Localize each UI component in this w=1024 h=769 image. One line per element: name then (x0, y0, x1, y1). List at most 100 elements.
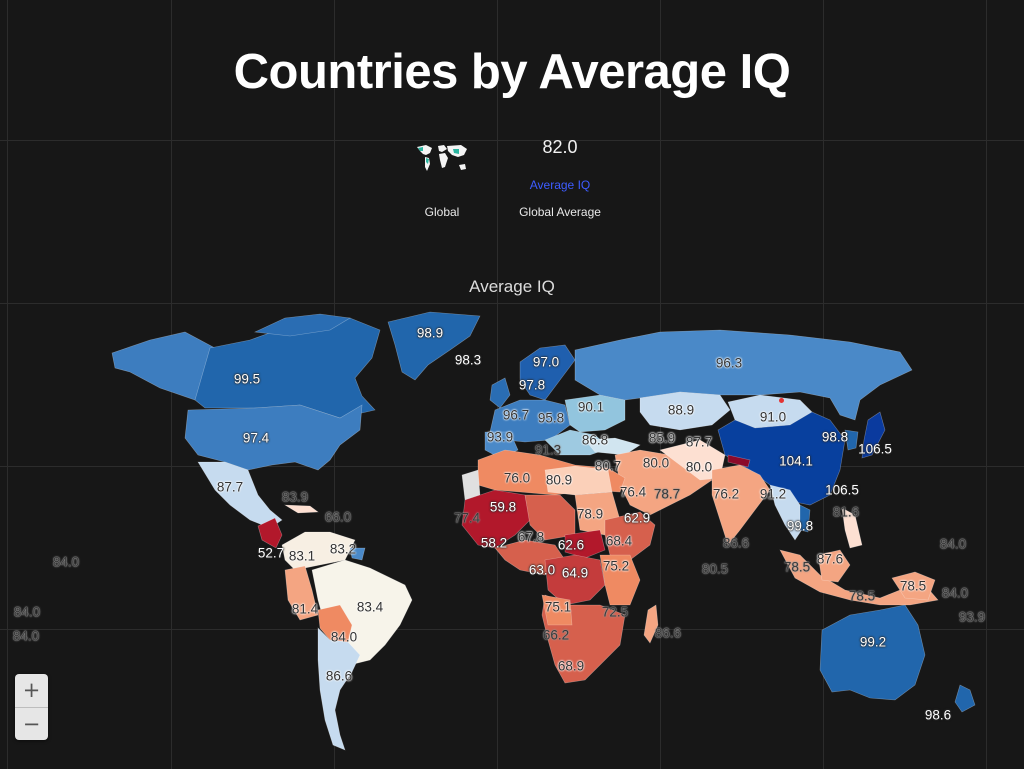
region-southern-cone (317, 627, 361, 751)
region-arctic-islands (253, 313, 351, 337)
page-title: Countries by Average IQ (233, 45, 791, 99)
country-value-label: 88.9 (667, 402, 695, 418)
grid-line (0, 140, 1024, 141)
country-value-label: 99.5 (233, 371, 261, 387)
region-borneo (817, 549, 851, 583)
region-uk (489, 377, 511, 409)
map-title: Average IQ (469, 277, 555, 296)
country-value-label: 66.2 (542, 627, 570, 643)
country-value-label: 83.4 (356, 599, 384, 615)
country-value-label: 87.6 (816, 551, 844, 567)
country-value-label: 98.8 (821, 429, 849, 445)
country-value-label: 96.7 (502, 407, 530, 423)
region-eastern-europe (564, 394, 626, 433)
zoom-out-button[interactable]: − (15, 707, 48, 740)
region-western-sahara (461, 469, 481, 501)
region-nepal (727, 454, 751, 468)
region-south-sudan (564, 529, 606, 559)
country-value-label: 84.0 (52, 554, 80, 570)
region-peru (284, 565, 319, 621)
region-greenland (387, 311, 481, 381)
country-value-label: 97.8 (518, 377, 546, 393)
country-value-label: 62.6 (557, 537, 585, 553)
country-value-label: 83.9 (281, 489, 309, 505)
grid-line (0, 629, 1024, 630)
country-value-label: 87.7 (216, 479, 244, 495)
country-value-label: 99.8 (786, 518, 814, 534)
region-kazakhstan (639, 391, 731, 431)
region-horn (604, 511, 656, 561)
country-value-label: 106.5 (825, 482, 859, 498)
country-value-label: 78.5 (783, 559, 811, 575)
country-value-label: 80.5 (701, 561, 729, 577)
country-value-label: 77.4 (453, 510, 481, 526)
global-average-caption: Global Average (519, 205, 601, 219)
region-usa (184, 404, 363, 471)
country-value-label: 84.0 (13, 604, 41, 620)
country-value-label: 99.2 (859, 634, 887, 650)
metric-label: Average IQ (529, 178, 591, 192)
country-value-label: 98.3 (454, 352, 482, 368)
country-value-label: 68.9 (557, 658, 585, 674)
country-value-label: 84.0 (12, 628, 40, 644)
country-value-label: 97.0 (532, 354, 560, 370)
region-east-africa (599, 554, 641, 606)
global-average-value: 82.0 (542, 137, 578, 157)
region-scandinavia (519, 344, 576, 401)
country-value-label: 62.9 (623, 510, 651, 526)
country-value-label: 76.4 (619, 484, 647, 500)
country-value-label: 84.0 (941, 585, 969, 601)
region-guianas (349, 547, 366, 561)
country-value-label: 87.7 (685, 434, 713, 450)
country-value-label: 106.5 (858, 441, 892, 457)
region-angola (541, 594, 573, 626)
country-value-label: 64.9 (561, 565, 589, 581)
country-value-label: 75.2 (602, 558, 630, 574)
region-vietnam (799, 504, 811, 533)
region-new-guinea (891, 571, 936, 601)
region-central-america (257, 517, 283, 549)
country-value-label: 66.0 (324, 509, 352, 525)
map-marker-dot (779, 398, 784, 403)
country-value-label: 67.8 (517, 529, 545, 545)
country-value-label: 95.8 (537, 410, 565, 426)
country-value-label: 78.9 (576, 506, 604, 522)
country-value-label: 98.9 (416, 325, 444, 341)
country-value-label: 96.3 (715, 355, 743, 371)
country-value-label: 86.8 (581, 432, 609, 448)
region-india (711, 464, 771, 546)
country-value-label: 98.6 (924, 707, 952, 723)
region-japan (861, 411, 886, 459)
country-value-label: 52.7 (257, 545, 285, 561)
country-value-label: 104.1 (779, 453, 813, 469)
country-value-label: 86.6 (722, 535, 750, 551)
grid-line (986, 0, 987, 769)
zoom-in-button[interactable]: + (22, 678, 41, 702)
country-value-label: 80.0 (642, 455, 670, 471)
region-madagascar (643, 604, 659, 644)
country-value-label: 78.7 (653, 486, 681, 502)
country-value-label: 81.4 (291, 601, 319, 617)
region-australia (819, 604, 926, 701)
country-value-label: 59.8 (489, 499, 517, 515)
country-value-label: 68.4 (605, 533, 633, 549)
region-russia (574, 329, 913, 421)
region-new-zealand (954, 684, 976, 713)
country-value-label: 80.9 (545, 472, 573, 488)
region-turkey (584, 437, 641, 456)
country-value-label: 85.9 (648, 430, 676, 446)
country-value-label: 83.1 (288, 548, 316, 564)
region-philippines (841, 507, 863, 549)
grid-line (7, 0, 8, 769)
region-korea (844, 429, 859, 451)
grid-line (0, 303, 1024, 304)
region-cuba (283, 504, 319, 514)
country-value-label: 91.0 (759, 409, 787, 425)
country-value-label: 84.0 (939, 536, 967, 552)
country-value-label: 83.2 (329, 541, 357, 557)
country-value-label: 86.6 (325, 668, 353, 684)
country-value-label: 97.4 (242, 430, 270, 446)
region-sahel-west (461, 489, 531, 549)
region-mexico (197, 461, 283, 529)
